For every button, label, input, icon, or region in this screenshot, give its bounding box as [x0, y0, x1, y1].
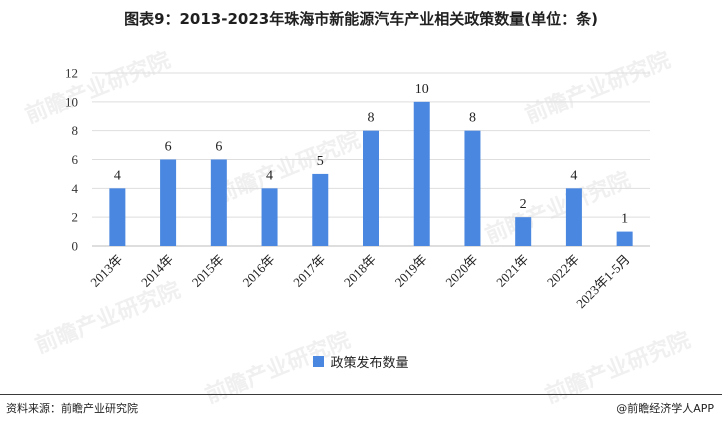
data-label: 6	[165, 140, 172, 155]
bar-chart: 02468101242013年62014年62015年42016年52017年8…	[65, 66, 650, 312]
bar	[565, 188, 582, 246]
x-tick-label: 2017年	[290, 252, 328, 290]
y-tick-label: 8	[72, 123, 79, 138]
y-tick-label: 2	[72, 210, 79, 225]
source-note: 资料来源：前瞻产业研究院	[6, 402, 138, 415]
chart-title: 图表9：2013-2023年珠海市新能源汽车产业相关政策数量(单位：条)	[124, 10, 598, 28]
x-tick-label: 2013年	[87, 252, 125, 290]
data-label: 8	[368, 111, 375, 126]
bar	[210, 159, 227, 246]
data-label: 1	[621, 212, 628, 227]
data-label: 8	[469, 111, 476, 126]
y-tick-label: 4	[72, 181, 79, 196]
bar	[312, 173, 329, 246]
data-label: 2	[520, 197, 527, 212]
x-tick-label: 2016年	[239, 252, 277, 290]
x-tick-label: 2022年	[544, 252, 582, 290]
bar	[363, 130, 379, 246]
data-label: 10	[415, 82, 429, 97]
x-tick-label: 2021年	[493, 252, 531, 290]
data-label: 5	[317, 154, 324, 169]
bar	[515, 217, 532, 246]
bar	[160, 159, 177, 246]
y-tick-label: 6	[72, 152, 79, 167]
bar	[261, 188, 278, 246]
legend-swatch	[313, 356, 325, 367]
legend-label: 政策发布数量	[330, 356, 409, 371]
y-tick-label: 10	[65, 94, 78, 109]
y-tick-label: 0	[72, 239, 79, 254]
data-label: 6	[215, 140, 222, 155]
bar	[616, 231, 633, 246]
bar	[464, 130, 481, 246]
bar	[413, 101, 430, 246]
x-tick-label: 2018年	[341, 252, 379, 290]
data-label: 4	[570, 168, 577, 183]
x-tick-label: 2015年	[189, 252, 227, 290]
data-label: 4	[114, 168, 121, 183]
x-tick-label: 2020年	[442, 252, 480, 290]
y-tick-label: 12	[65, 66, 78, 81]
data-label: 4	[266, 168, 273, 183]
bar	[109, 188, 126, 246]
x-tick-label: 2023年1-5月	[573, 252, 633, 312]
x-tick-label: 2019年	[392, 252, 430, 290]
footer-divider	[0, 394, 722, 395]
legend: 政策发布数量	[0, 352, 722, 371]
credit-note: @前瞻经济学人APP	[616, 402, 714, 415]
x-tick-label: 2014年	[138, 252, 176, 290]
